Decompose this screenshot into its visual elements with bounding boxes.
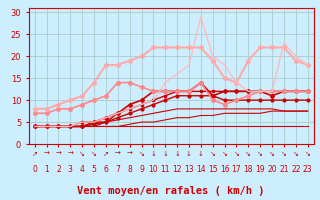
Text: 21: 21 [279,165,289,174]
Text: ↓: ↓ [150,151,156,157]
Text: 2: 2 [56,165,61,174]
Text: ↓: ↓ [174,151,180,157]
Text: ↘: ↘ [257,151,263,157]
Text: ↓: ↓ [186,151,192,157]
Text: 3: 3 [68,165,73,174]
Text: ↓: ↓ [198,151,204,157]
Text: ↓: ↓ [162,151,168,157]
Text: ↘: ↘ [281,151,287,157]
Text: ↘: ↘ [222,151,228,157]
Text: 16: 16 [220,165,229,174]
Text: 13: 13 [184,165,194,174]
Text: →: → [44,151,50,157]
Text: 6: 6 [103,165,108,174]
Text: ↗: ↗ [32,151,38,157]
Text: ↘: ↘ [79,151,85,157]
Text: 18: 18 [244,165,253,174]
Text: Vent moyen/en rafales ( km/h ): Vent moyen/en rafales ( km/h ) [77,186,265,196]
Text: 7: 7 [116,165,120,174]
Text: 15: 15 [208,165,218,174]
Text: 0: 0 [32,165,37,174]
Text: ↘: ↘ [91,151,97,157]
Text: ↘: ↘ [210,151,216,157]
Text: 8: 8 [127,165,132,174]
Text: ↘: ↘ [234,151,239,157]
Text: 4: 4 [80,165,84,174]
Text: 12: 12 [172,165,182,174]
Text: ↘: ↘ [269,151,275,157]
Text: →: → [127,151,132,157]
Text: 11: 11 [161,165,170,174]
Text: ↗: ↗ [103,151,109,157]
Text: 14: 14 [196,165,206,174]
Text: 9: 9 [139,165,144,174]
Text: ↘: ↘ [139,151,144,157]
Text: ↘: ↘ [245,151,251,157]
Text: 1: 1 [44,165,49,174]
Text: ↘: ↘ [305,151,311,157]
Text: 23: 23 [303,165,312,174]
Text: →: → [56,151,61,157]
Text: ↘: ↘ [293,151,299,157]
Text: 22: 22 [291,165,300,174]
Text: 20: 20 [267,165,277,174]
Text: 10: 10 [148,165,158,174]
Text: 17: 17 [232,165,241,174]
Text: →: → [115,151,121,157]
Text: →: → [68,151,73,157]
Text: 5: 5 [92,165,97,174]
Text: 19: 19 [255,165,265,174]
